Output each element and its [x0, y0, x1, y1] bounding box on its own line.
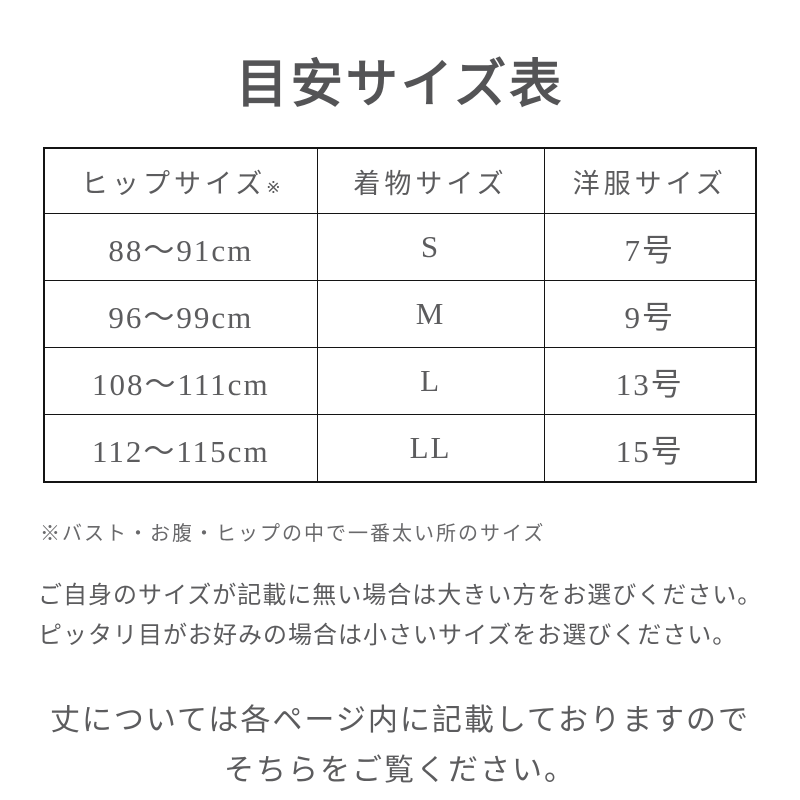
kimono-size-cell: M: [316, 280, 545, 348]
page-title: 目安サイズ表: [235, 57, 565, 114]
hip-size-footnote: ※バスト・お腹・ヒップの中で一番太い所のサイズ: [40, 523, 546, 545]
size-selection-guide-line1: ご自身のサイズが記載に無い場合は大きい方をお選びください。: [38, 583, 763, 609]
kimono-size-cell: S: [316, 213, 545, 281]
table-row: 112〜115cm LL 15号: [43, 414, 757, 483]
western-size-cell: 9号: [543, 280, 757, 348]
size-reference-table: ヒップサイズ※ 着物サイズ 洋服サイズ 88〜91cm S 7号 96〜99cm…: [43, 147, 757, 483]
column-header-hip-label: ヒップサイズ: [81, 168, 267, 199]
hip-size-cell: 112〜115cm: [43, 414, 318, 483]
column-header-hip: ヒップサイズ※: [43, 147, 318, 214]
table-row: 88〜91cm S 7号: [43, 213, 757, 281]
hip-size-cell: 88〜91cm: [43, 213, 318, 281]
length-information-note-line1: 丈については各ページ内に記載しておりますので: [49, 704, 751, 737]
western-size-cell: 15号: [543, 414, 757, 483]
length-information-note-line2: そちらをご覧ください。: [224, 754, 576, 787]
western-size-cell: 13号: [543, 347, 757, 415]
length-information-note: 丈については各ページ内に記載しておりますので そちらをご覧ください。: [0, 696, 800, 796]
hip-size-cell: 96〜99cm: [43, 280, 318, 348]
size-table-header: ヒップサイズ※ 着物サイズ 洋服サイズ: [43, 147, 757, 214]
size-selection-guide-line2: ピッタリ目がお好みの場合は小さいサイズをお選びください。: [38, 623, 738, 649]
table-header-row: ヒップサイズ※ 着物サイズ 洋服サイズ: [43, 147, 757, 214]
hip-size-cell: 108〜111cm: [43, 347, 318, 415]
size-selection-guide: ご自身のサイズが記載に無い場合は大きい方をお選びください。 ピッタリ目がお好みの…: [38, 576, 800, 656]
kimono-size-cell: L: [316, 347, 545, 415]
table-row: 96〜99cm M 9号: [43, 280, 757, 348]
western-size-cell: 7号: [543, 213, 757, 281]
column-header-kimono: 着物サイズ: [316, 147, 545, 214]
hip-footnote-mark: ※: [266, 177, 281, 197]
kimono-size-cell: LL: [316, 414, 545, 483]
column-header-western: 洋服サイズ: [543, 147, 757, 214]
size-table-body: 88〜91cm S 7号 96〜99cm M 9号 108〜111cm L 13…: [43, 213, 757, 483]
table-row: 108〜111cm L 13号: [43, 347, 757, 415]
